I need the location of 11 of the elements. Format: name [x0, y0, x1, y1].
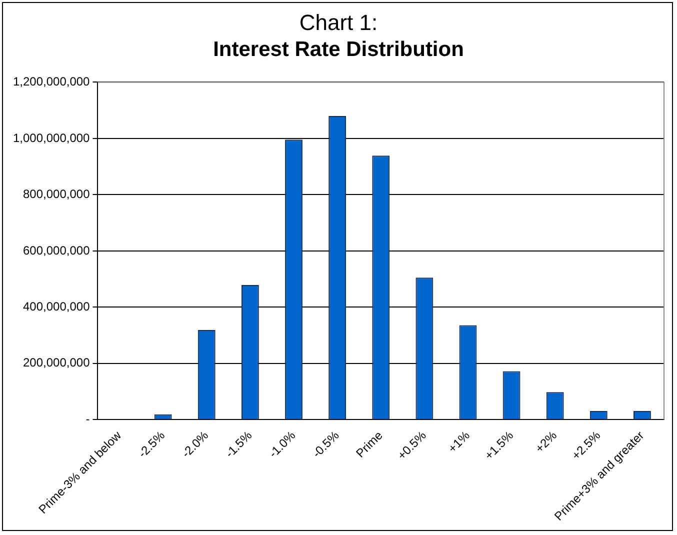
y-tick-label: - [86, 412, 90, 426]
x-tick-label: +1% [445, 428, 473, 456]
chart-title: Chart 1: [298, 10, 379, 36]
chart-subtitle: Interest Rate Distribution [212, 38, 465, 62]
y-tick-label: 800,000,000 [23, 187, 90, 202]
y-tick-label: 1,200,000,000 [12, 74, 90, 89]
y-tick-label: 1,000,000,000 [12, 130, 90, 145]
y-tick-label: 600,000,000 [23, 243, 90, 258]
y-tick-label: 200,000,000 [23, 356, 90, 370]
y-tick-label: 400,000,000 [23, 300, 90, 314]
x-tick-label: +2% [532, 428, 560, 456]
